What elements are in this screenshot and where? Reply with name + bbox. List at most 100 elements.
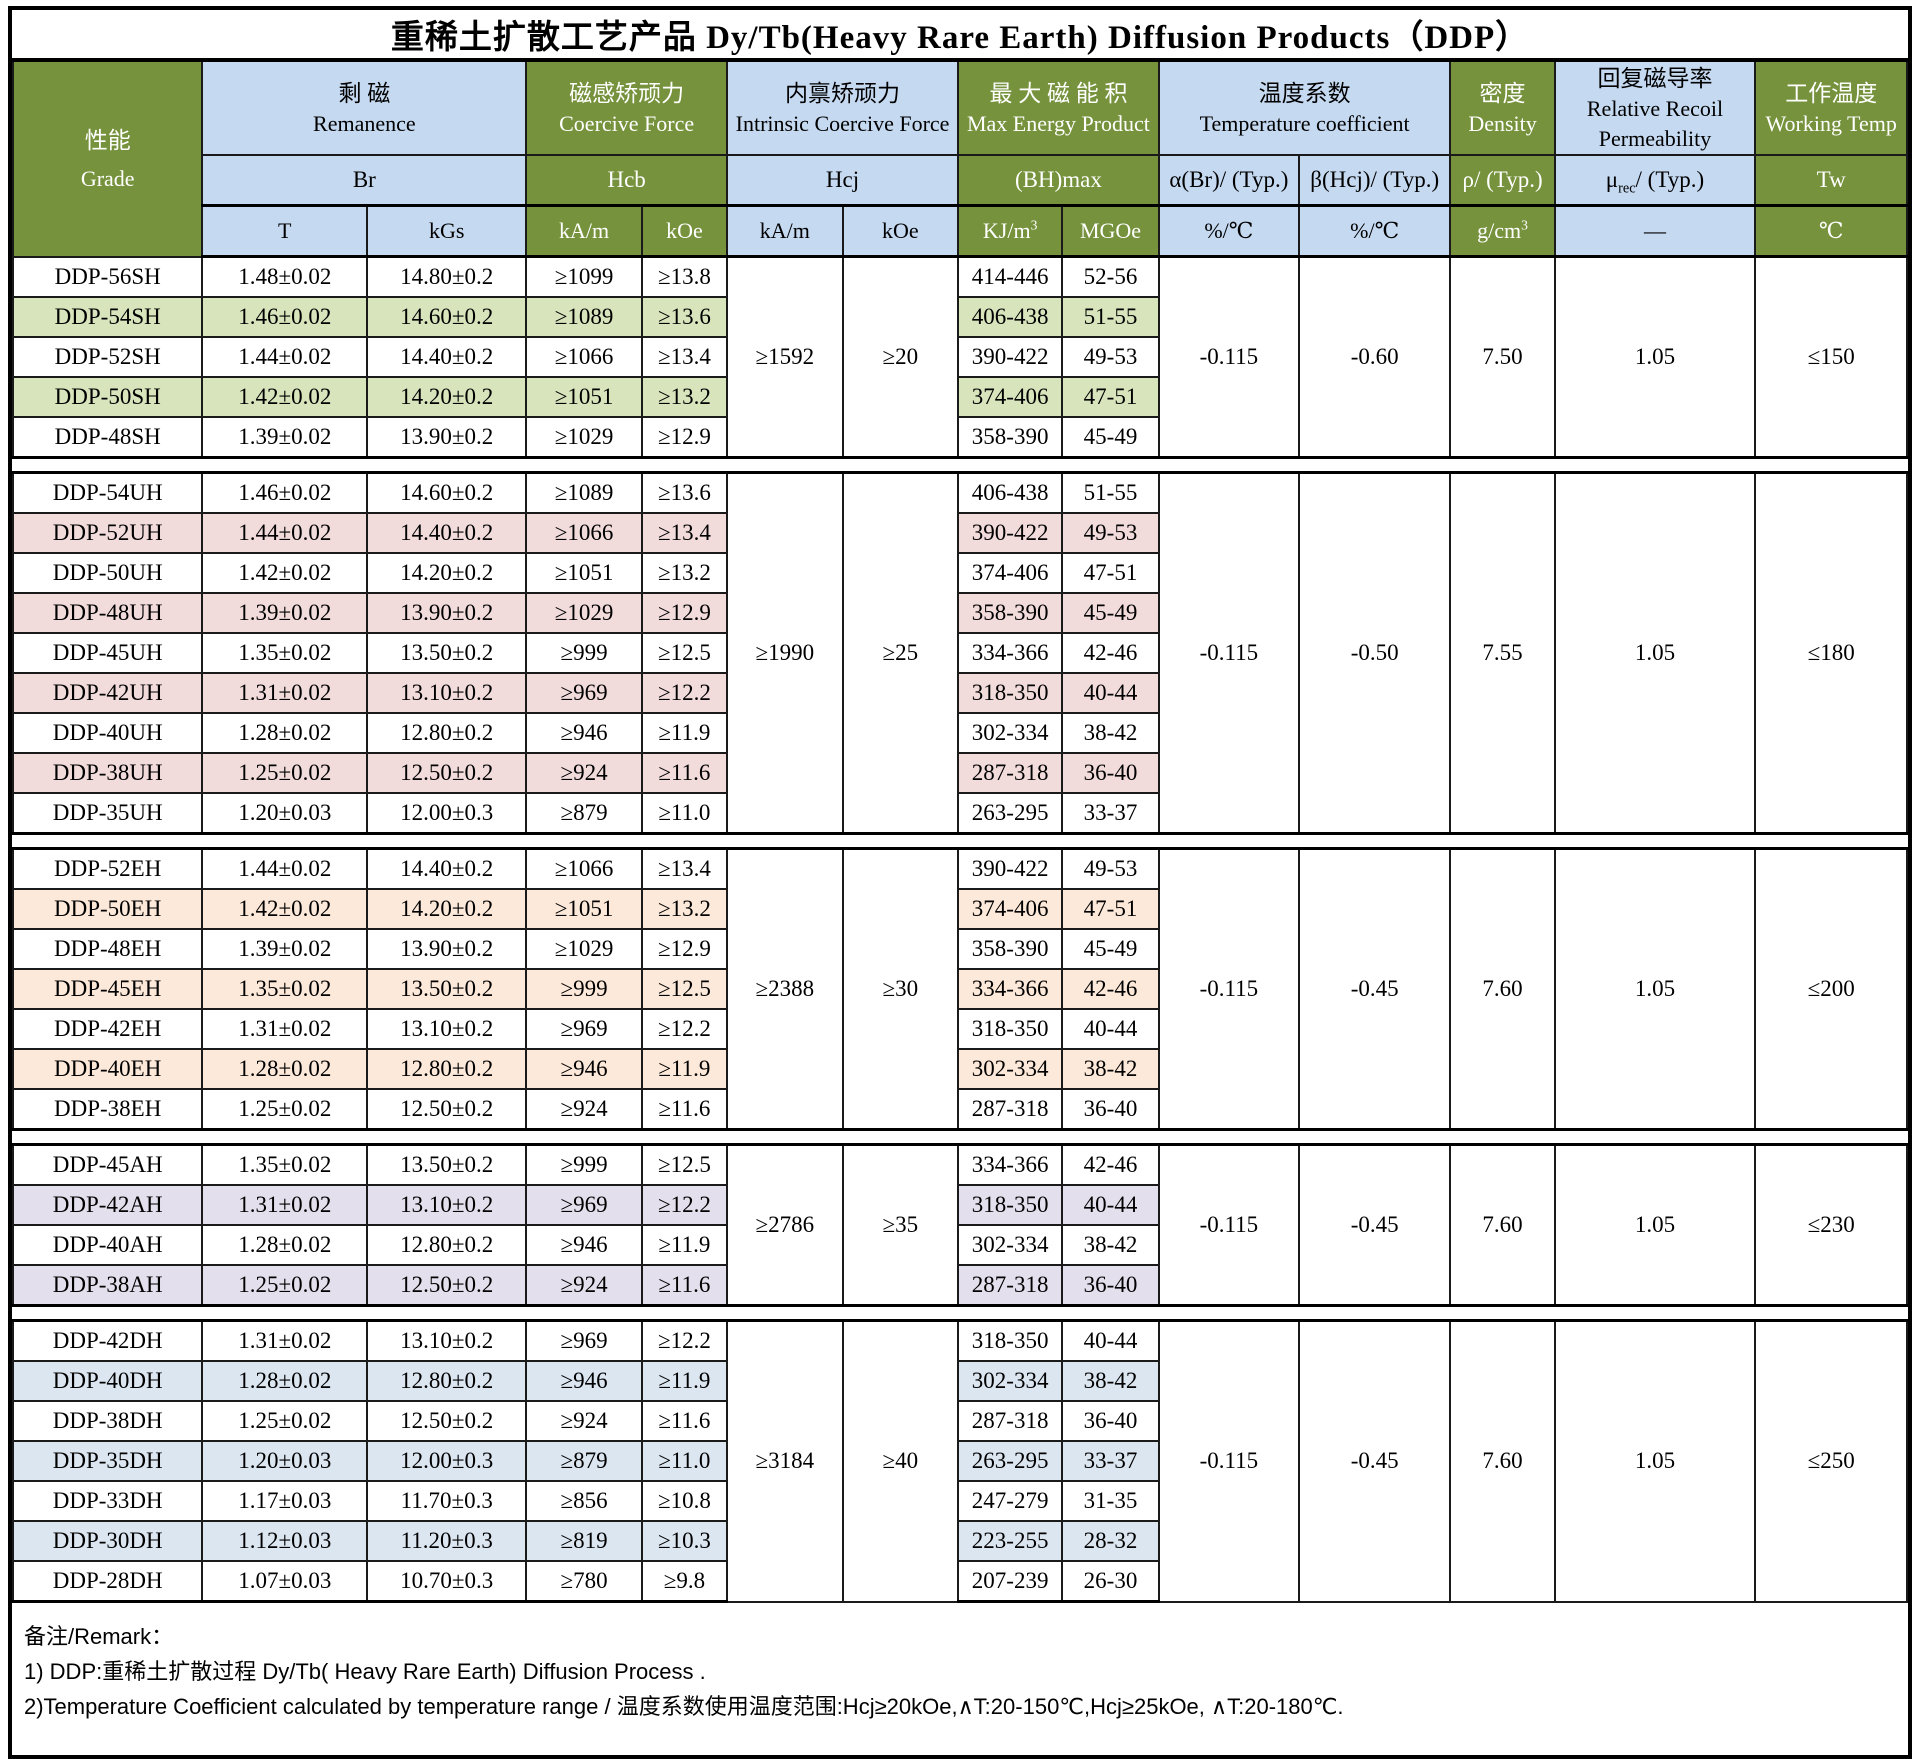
cell-grade: DDP-48SH xyxy=(11,416,204,459)
cell-hcb-koe: ≥10.8 xyxy=(640,1480,729,1522)
cell-hcb-koe: ≥10.3 xyxy=(640,1520,729,1562)
group-spacer-cell xyxy=(13,1304,1907,1322)
cell-hcb-kam: ≥1051 xyxy=(525,888,643,930)
cell-hcb-kam: ≥856 xyxy=(525,1480,643,1522)
cell-hcb-koe: ≥12.9 xyxy=(640,416,729,459)
group-spacer xyxy=(13,456,1907,474)
cell-grade: DDP-50EH xyxy=(11,888,204,930)
cell-hcb-koe: ≥12.2 xyxy=(640,1008,729,1050)
cell-br-kgs: 14.60±0.2 xyxy=(366,471,528,514)
cell-br-t: 1.25±0.02 xyxy=(201,752,369,794)
cell-density: 7.60 xyxy=(1449,1319,1556,1603)
cell-hcb-koe: ≥11.6 xyxy=(640,1264,729,1307)
cell-hcb-koe: ≥12.2 xyxy=(640,1184,729,1226)
spec-row-ddp-40uh: DDP-40UH 1.28±0.02 12.80±0.2 ≥946 ≥11.9 302-3… xyxy=(11,712,1907,754)
cell-bh-mgoe: 45-49 xyxy=(1061,928,1160,970)
cell-br-kgs: 12.50±0.2 xyxy=(366,1400,528,1442)
spec-row-ddp-35uh: DDP-35UH 1.20±0.03 12.00±0.3 ≥879 ≥11.0 263-2… xyxy=(11,792,1907,835)
cell-br-kgs: 14.80±0.2 xyxy=(366,255,528,298)
group-spacer xyxy=(13,1128,1907,1146)
spec-row-ddp-28dh: DDP-28DH 1.07±0.03 10.70±0.3 ≥780 ≥9.8 207-23… xyxy=(11,1560,1907,1603)
cell-br-t: 1.46±0.02 xyxy=(201,296,369,338)
gcm3-sup: 3 xyxy=(1521,217,1528,233)
cell-br-kgs: 12.00±0.3 xyxy=(366,792,528,835)
cell-beta: -0.45 xyxy=(1297,1143,1452,1307)
cell-br-t: 1.28±0.02 xyxy=(201,1048,369,1090)
cell-hcb-kam: ≥924 xyxy=(525,1264,643,1307)
cell-bh-mgoe: 36-40 xyxy=(1061,752,1160,794)
permeability-zh: 回复磁导率 xyxy=(1597,65,1713,91)
cell-bh-kjm3: 406-438 xyxy=(957,296,1064,338)
cell-hcb-koe: ≥13.6 xyxy=(640,471,729,514)
cell-grade: DDP-52UH xyxy=(11,512,204,554)
cell-br-kgs: 13.10±0.2 xyxy=(366,672,528,714)
cell-hcb-kam: ≥819 xyxy=(525,1520,643,1562)
cell-murec: 1.05 xyxy=(1553,1143,1757,1307)
cell-hcb-koe: ≥13.2 xyxy=(640,552,729,594)
cell-br-kgs: 13.90±0.2 xyxy=(366,416,528,459)
col-group-working-temp: 工作温度 Working Temp xyxy=(1754,59,1908,156)
spec-row-ddp-38dh: DDP-38DH 1.25±0.02 12.50±0.2 ≥924 ≥11.6 287-3… xyxy=(11,1400,1907,1442)
cell-hcb-koe: ≥13.4 xyxy=(640,512,729,554)
murec-subscript: rec xyxy=(1618,180,1636,197)
murec-symbol: μ xyxy=(1605,167,1619,192)
col-br: Br xyxy=(201,154,528,207)
spec-row-ddp-35dh: DDP-35DH 1.20±0.03 12.00±0.3 ≥879 ≥11.0 263-2… xyxy=(11,1440,1907,1482)
cell-hcb-koe: ≥11.6 xyxy=(640,752,729,794)
cell-bh-kjm3: 263-295 xyxy=(957,1440,1064,1482)
cell-hcb-koe: ≥12.5 xyxy=(640,968,729,1010)
cell-br-t: 1.39±0.02 xyxy=(201,592,369,634)
cell-bh-kjm3: 263-295 xyxy=(957,792,1064,835)
cell-hcb-koe: ≥13.2 xyxy=(640,376,729,418)
coercive-zh: 磁感矫顽力 xyxy=(569,80,685,106)
col-bhmax: (BH)max xyxy=(957,154,1160,207)
kjm3-base: KJ/m xyxy=(982,218,1031,243)
cell-bh-mgoe: 42-46 xyxy=(1061,632,1160,674)
cell-bh-mgoe: 28-32 xyxy=(1061,1520,1160,1562)
header-symbols-row: Br Hcb Hcj (BH)max α(Br)/ (Typ.) β(Hcj)/… xyxy=(13,154,1908,207)
cell-hcb-kam: ≥946 xyxy=(525,712,643,754)
cell-beta: -0.45 xyxy=(1297,847,1452,1131)
working-en: Working Temp xyxy=(1765,110,1897,136)
cell-bh-kjm3: 302-334 xyxy=(957,1048,1064,1090)
spec-table-body: DDP-56SH 1.48±0.02 14.80±0.2 ≥1099 ≥13.8 ≥159… xyxy=(11,255,1908,1603)
cell-br-kgs: 14.20±0.2 xyxy=(366,376,528,418)
cell-bh-kjm3: 287-318 xyxy=(957,1088,1064,1131)
cell-grade: DDP-30DH xyxy=(11,1520,204,1562)
cell-tw: ≤250 xyxy=(1754,1319,1908,1603)
unit-br-t: T xyxy=(201,204,369,258)
cell-hcb-kam: ≥924 xyxy=(525,752,643,794)
cell-hcj-koe: ≥25 xyxy=(841,471,960,835)
cell-br-kgs: 13.50±0.2 xyxy=(366,968,528,1010)
cell-br-kgs: 14.40±0.2 xyxy=(366,336,528,378)
cell-alpha: -0.115 xyxy=(1157,1143,1300,1307)
cell-br-kgs: 13.90±0.2 xyxy=(366,928,528,970)
cell-br-t: 1.28±0.02 xyxy=(201,1224,369,1266)
cell-bh-mgoe: 40-44 xyxy=(1061,1319,1160,1362)
cell-bh-kjm3: 318-350 xyxy=(957,1319,1064,1362)
cell-bh-mgoe: 47-51 xyxy=(1061,888,1160,930)
cell-bh-kjm3: 223-255 xyxy=(957,1520,1064,1562)
gcm3-base: g/cm xyxy=(1477,218,1522,243)
cell-br-t: 1.07±0.03 xyxy=(201,1560,369,1603)
cell-hcb-koe: ≥11.9 xyxy=(640,1048,729,1090)
cell-bh-kjm3: 406-438 xyxy=(957,471,1064,514)
cell-grade: DDP-40EH xyxy=(11,1048,204,1090)
cell-br-t: 1.39±0.02 xyxy=(201,928,369,970)
spec-row-ddp-42uh: DDP-42UH 1.31±0.02 13.10±0.2 ≥969 ≥12.2 318-3… xyxy=(11,672,1907,714)
cell-grade: DDP-56SH xyxy=(11,255,204,298)
cell-bh-kjm3: 390-422 xyxy=(957,847,1064,890)
unit-hcj-koe: kOe xyxy=(841,204,960,258)
cell-bh-mgoe: 47-51 xyxy=(1061,376,1160,418)
cell-br-t: 1.31±0.02 xyxy=(201,672,369,714)
cell-grade: DDP-40UH xyxy=(11,712,204,754)
cell-hcb-kam: ≥969 xyxy=(525,1008,643,1050)
cell-bh-mgoe: 36-40 xyxy=(1061,1400,1160,1442)
cell-tw: ≤230 xyxy=(1754,1143,1908,1307)
spec-row-ddp-50uh: DDP-50UH 1.42±0.02 14.20±0.2 ≥1051 ≥13.2 374-… xyxy=(11,552,1907,594)
cell-br-t: 1.42±0.02 xyxy=(201,552,369,594)
cell-bh-mgoe: 45-49 xyxy=(1061,416,1160,459)
intrinsic-en: Intrinsic Coercive Force xyxy=(735,110,950,136)
cell-bh-mgoe: 33-37 xyxy=(1061,1440,1160,1482)
cell-hcb-kam: ≥1051 xyxy=(525,552,643,594)
